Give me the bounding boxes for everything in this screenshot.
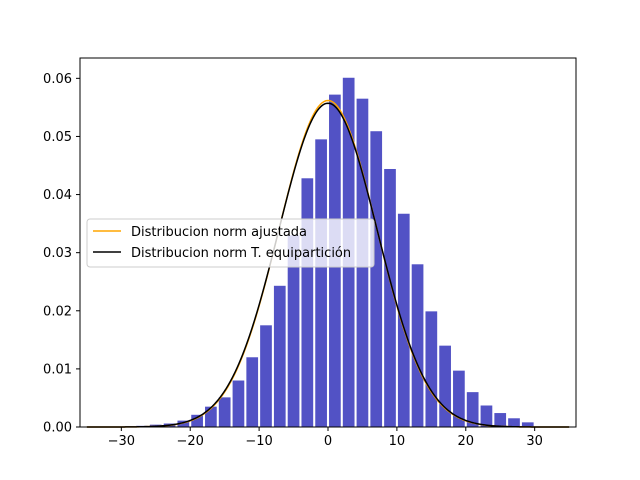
- legend-label-fitted: Distribucion norm ajustada: [131, 225, 307, 240]
- curve-equipartition: [86, 102, 570, 428]
- fit-curves: [86, 99, 570, 428]
- y-tick-label: 0.00: [43, 421, 72, 436]
- y-tick-label: 0.01: [43, 362, 72, 377]
- x-tick-label: 0: [324, 434, 332, 449]
- x-axis: −30 −20 −10 0 10 20 30: [108, 427, 543, 449]
- y-tick-label: 0.04: [43, 188, 72, 203]
- histogram-bar: [246, 357, 259, 427]
- legend: Distribucion norm ajustada Distribucion …: [86, 218, 375, 268]
- legend-label-equipartition: Distribucion norm T. equipartición: [131, 246, 351, 261]
- histogram-bar: [466, 392, 479, 427]
- x-tick-label: −20: [177, 434, 204, 449]
- y-tick-label: 0.03: [43, 246, 72, 261]
- y-axis: 0.00 0.01 0.02 0.03 0.04 0.05 0.06: [43, 72, 80, 436]
- histogram-bar: [232, 380, 245, 427]
- histogram-bar: [260, 325, 272, 427]
- histogram-bar: [315, 139, 327, 428]
- histogram-bar: [177, 420, 190, 427]
- histogram-bar: [218, 397, 231, 427]
- histogram-bar: [370, 131, 383, 427]
- histogram-bar: [508, 418, 520, 427]
- histogram-bar: [480, 405, 493, 427]
- histogram-bar: [494, 413, 507, 427]
- histogram-bar: [521, 422, 534, 427]
- histogram-bar: [397, 213, 410, 427]
- histogram-bar: [453, 370, 465, 427]
- x-tick-label: −10: [245, 434, 272, 449]
- histogram-bar: [191, 414, 203, 427]
- y-tick-label: 0.06: [43, 72, 72, 87]
- x-tick-label: −30: [108, 434, 135, 449]
- histogram-bar: [301, 178, 314, 427]
- y-tick-label: 0.05: [43, 130, 72, 145]
- x-tick-label: 10: [389, 434, 406, 449]
- histogram-bar: [425, 311, 438, 427]
- x-tick-label: 20: [458, 434, 475, 449]
- y-tick-label: 0.02: [43, 304, 72, 319]
- x-tick-label: 30: [526, 434, 543, 449]
- legend-box: [86, 218, 375, 268]
- histogram-bar: [287, 235, 300, 427]
- histogram-bar: [411, 264, 424, 427]
- histogram-bar: [384, 168, 396, 428]
- histogram-bar: [205, 406, 217, 427]
- histogram-bar: [439, 345, 451, 427]
- histogram-bar: [273, 285, 286, 427]
